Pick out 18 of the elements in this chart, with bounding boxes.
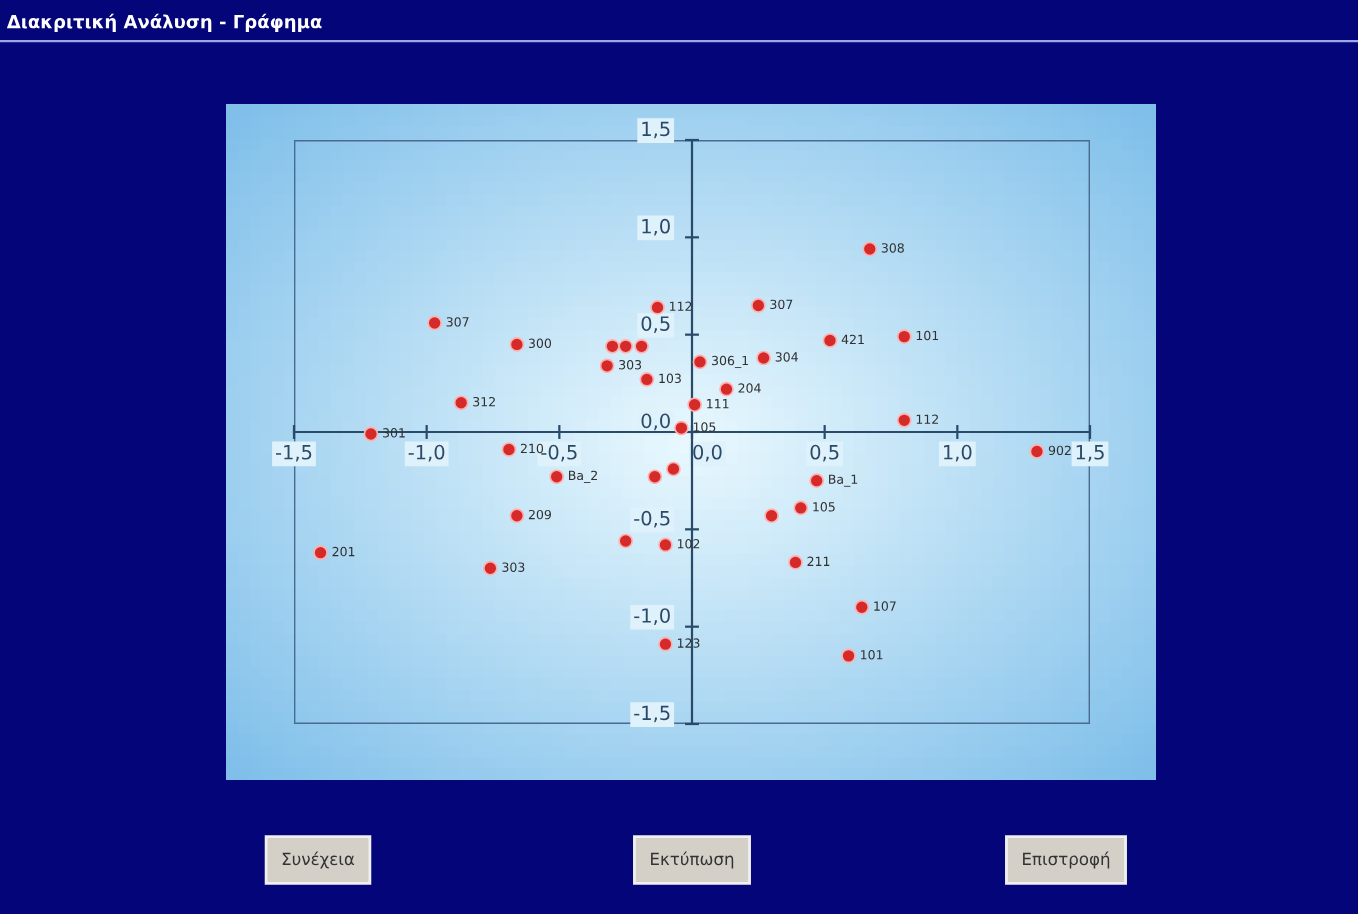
y-tick-label: 0,0 [641, 413, 670, 431]
y-tick-label: 1,5 [642, 121, 670, 139]
x-tick-label: -1,0 [408, 444, 445, 462]
y-tick-label: 0,5 [641, 316, 670, 333]
x-tick-label: 0,0 [693, 444, 722, 462]
y-tick-label: -0,5 [634, 510, 670, 528]
x-tick-label: 1,0 [944, 444, 972, 462]
x-tick-label: 1,5 [1076, 445, 1104, 462]
text: Εκτύπωση [651, 851, 734, 869]
text: Συνέχεια [282, 851, 355, 869]
x-tick-label: 0,5 [810, 444, 839, 462]
text: Επιστροφή [1023, 851, 1110, 869]
y-tick-label: -1,5 [634, 705, 670, 723]
y-tick-label: -1,0 [634, 608, 670, 625]
x-tick-label: -0,5 [541, 444, 577, 462]
chart-title: Διακριτική Ανάλυση - Γράφημα [6, 13, 322, 32]
y-tick-label: 1,0 [642, 218, 670, 236]
x-tick-label: -1,5 [275, 445, 312, 462]
